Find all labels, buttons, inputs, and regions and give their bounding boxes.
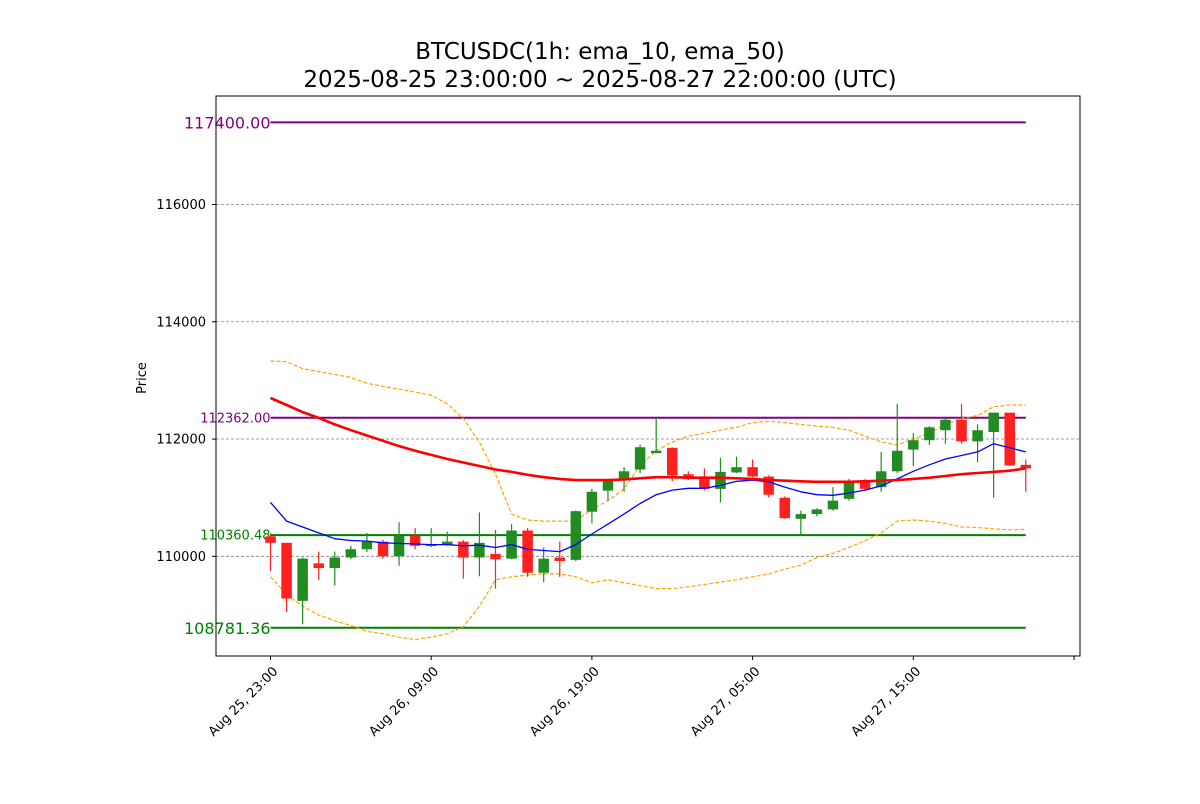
ema-lines — [269, 396, 1026, 553]
candle-up — [908, 440, 919, 450]
candle-up — [425, 544, 437, 547]
candle-up — [924, 427, 935, 441]
candle-down — [1004, 412, 1015, 466]
bands — [270, 360, 1026, 641]
candle-up — [827, 500, 839, 510]
candle-up — [811, 509, 823, 515]
y-tick-label: 116000 — [156, 198, 206, 213]
candle-down — [522, 530, 533, 573]
y-tick-label: 112000 — [156, 433, 206, 448]
candle-up — [297, 558, 308, 601]
level-label-resistance: 112362.00 — [200, 411, 270, 426]
chart-title-line2: 2025-08-25 23:00:00 ~ 2025-08-27 22:00:0… — [303, 67, 896, 93]
candle-down — [313, 563, 324, 569]
candle-down — [490, 553, 501, 560]
candle-down — [458, 541, 469, 558]
candle-up — [650, 450, 662, 454]
candle-down — [377, 541, 389, 557]
candle-up — [891, 450, 903, 472]
y-tick-label: 110000 — [156, 550, 206, 565]
candle-up — [618, 471, 630, 481]
candle-up — [393, 535, 405, 557]
candle-up — [875, 471, 887, 488]
candle-down — [265, 536, 276, 543]
candle-up — [731, 467, 742, 473]
candle-up — [634, 447, 646, 470]
candle-down — [956, 419, 967, 442]
series-ema_10 — [270, 443, 1026, 553]
grid-layer — [216, 204, 1080, 557]
candle-up — [329, 557, 341, 569]
x-tick-label: Aug 27, 05:00 — [688, 664, 764, 740]
candle-up — [795, 514, 807, 519]
candles — [265, 403, 1032, 625]
candle-up — [570, 511, 582, 560]
y-tick-label: 114000 — [156, 315, 206, 330]
candle-up — [843, 481, 855, 499]
candle-down — [683, 474, 694, 479]
candle-up — [715, 471, 726, 489]
candle-down — [763, 476, 774, 495]
plot-frame — [215, 95, 1081, 657]
candle-down — [747, 467, 758, 477]
candle-down — [667, 447, 678, 476]
level-label-support_bottom: 108781.36 — [184, 619, 271, 638]
x-tick-label: Aug 26, 19:00 — [527, 664, 603, 740]
y-axis-label: Price — [135, 362, 150, 394]
candle-down — [554, 557, 566, 562]
candle-up — [345, 549, 357, 558]
candle-up — [972, 430, 983, 442]
chart-title-line1: BTCUSDC(1h: ema_10, ema_50) — [415, 39, 784, 65]
series-band_upper — [270, 360, 1026, 522]
x-tick-label: Aug 25, 23:00 — [206, 664, 282, 740]
series-ema_50 — [269, 396, 1026, 484]
candle-down — [779, 497, 790, 519]
candle-down — [859, 480, 871, 489]
x-tick-label: Aug 26, 09:00 — [367, 664, 443, 740]
candle-up — [361, 541, 373, 550]
candle-up — [586, 491, 598, 512]
candle-up — [442, 541, 453, 545]
plot-area — [216, 96, 1080, 656]
level-label-resistance_top: 117400.00 — [184, 113, 271, 132]
candle-up — [602, 480, 614, 491]
x-tick-label: Aug 27, 15:00 — [849, 664, 925, 740]
candle-down — [409, 535, 421, 546]
candle-up — [988, 412, 999, 432]
candle-up — [474, 542, 485, 558]
level-label-support: 110360.48 — [200, 529, 270, 544]
candle-down — [699, 478, 710, 489]
candle-down — [1020, 464, 1032, 469]
candle-down — [281, 542, 292, 599]
candle-up — [940, 419, 951, 431]
level-lines: 117400.00 112362.00 110360.48 108781.36 — [184, 113, 1026, 638]
candle-up — [538, 558, 549, 573]
